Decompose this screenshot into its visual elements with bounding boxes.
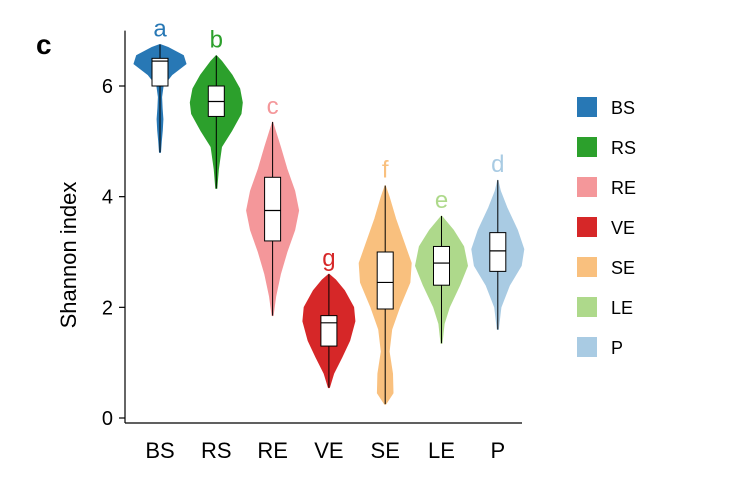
legend-label-BS: BS xyxy=(611,98,635,118)
significance-letter-VE: g xyxy=(322,245,335,272)
legend-label-RS: RS xyxy=(611,138,636,158)
x-tick-label-SE: SE xyxy=(371,438,400,463)
significance-letter-RE: c xyxy=(267,93,279,120)
legend-swatch-BS xyxy=(577,97,597,117)
x-tick-label-BS: BS xyxy=(145,438,174,463)
plot-area: 0 2 4 6 a BS b RS c RE g VE f SE e LE d P xyxy=(102,16,525,463)
legend-swatch-VE xyxy=(577,217,597,237)
box-LE xyxy=(433,245,450,286)
y-tick-label: 6 xyxy=(102,76,113,98)
significance-letter-RS: b xyxy=(210,27,223,54)
x-tick-label-RE: RE xyxy=(257,438,288,463)
legend-swatch-RE xyxy=(577,177,597,197)
significance-letter-P: d xyxy=(491,151,504,178)
legend-label-SE: SE xyxy=(611,258,635,278)
legend-label-VE: VE xyxy=(611,218,635,238)
box-VE xyxy=(320,315,338,347)
panel-label: c xyxy=(36,29,52,60)
legend-swatch-P xyxy=(577,337,597,357)
x-tick-label-P: P xyxy=(490,438,505,463)
legend-label-RE: RE xyxy=(611,178,636,198)
box-RE xyxy=(264,176,282,242)
box-SE xyxy=(376,251,394,310)
y-tick-label: 2 xyxy=(102,297,113,319)
y-tick-label: 0 xyxy=(102,408,113,430)
y-axis-label: Shannon index xyxy=(56,182,81,329)
x-tick-label-LE: LE xyxy=(428,438,455,463)
legend-swatch-LE xyxy=(577,297,597,317)
legend-label-P: P xyxy=(611,338,623,358)
significance-letter-BS: a xyxy=(153,16,167,43)
legend-swatch-SE xyxy=(577,257,597,277)
significance-letter-SE: f xyxy=(382,157,389,184)
box-BS xyxy=(151,57,169,87)
x-tick-label-VE: VE xyxy=(314,438,343,463)
y-tick-label: 4 xyxy=(102,187,113,209)
significance-letter-LE: e xyxy=(435,187,448,214)
x-tick-label-RS: RS xyxy=(201,438,232,463)
legend: BS RS RE VE SE LE P xyxy=(577,97,636,358)
box-P xyxy=(489,232,507,272)
legend-label-LE: LE xyxy=(611,298,633,318)
legend-swatch-RS xyxy=(577,137,597,157)
